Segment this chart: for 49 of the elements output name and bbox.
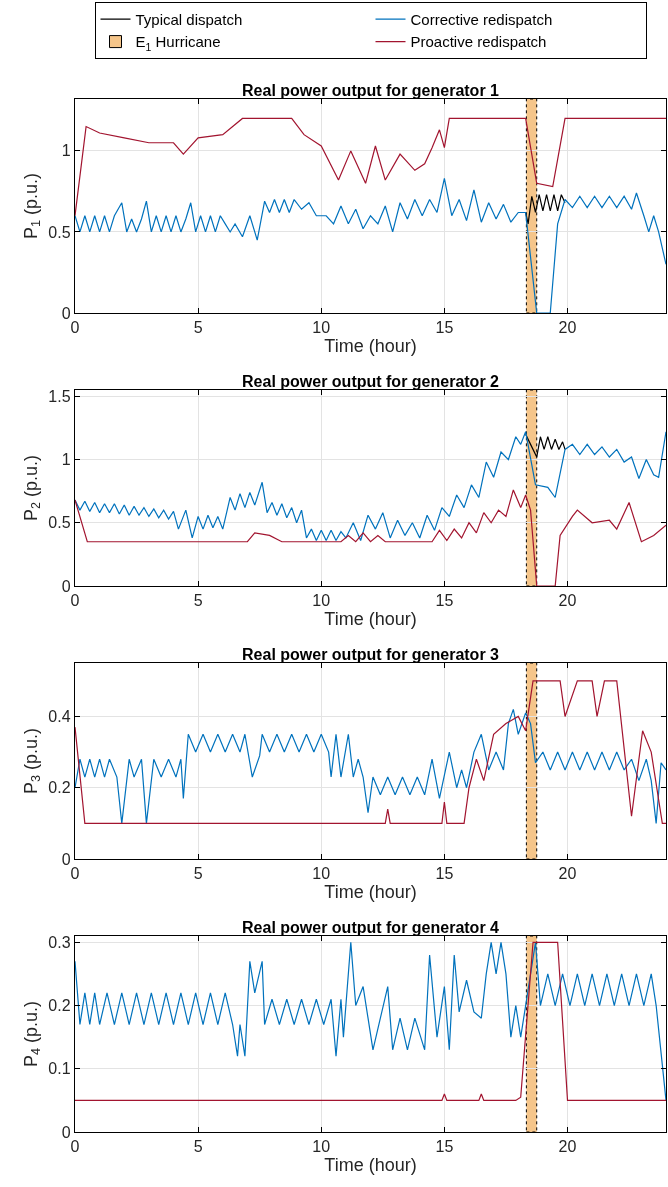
y-tick-label: 0 (61, 304, 71, 322)
y-tick-label: 0 (61, 850, 71, 868)
line-series (75, 177, 666, 313)
legend-label: E$_{1}$ Hurricane (135, 33, 221, 53)
y-tick-label: 1 (61, 451, 71, 469)
x-tick-label: 15 (435, 1138, 454, 1156)
chart-title: Real power output for generator 2 (242, 373, 500, 390)
y-tick-label: 0 (61, 1123, 71, 1141)
y-tick-label: 0.5 (48, 223, 71, 241)
x-tick-label: 10 (312, 865, 331, 883)
x-tick-label: 20 (558, 865, 577, 883)
y-tick-label: 0.3 (48, 933, 71, 951)
y-tick-label: 0.4 (48, 708, 71, 726)
y-tick-label: 0.2 (48, 997, 71, 1015)
x-axis-title: Time (hour) (324, 609, 417, 630)
x-tick-label: 10 (312, 1138, 331, 1156)
x-tick-label: 20 (558, 319, 577, 337)
chart-title: Real power output for generator 3 (242, 646, 500, 663)
x-tick-label: 15 (435, 592, 454, 610)
line-series (75, 431, 666, 542)
x-tick-label: 5 (193, 1138, 203, 1156)
x-tick-label: 5 (193, 319, 203, 337)
y-tick-label: 1 (61, 142, 71, 160)
x-axis-title: Time (hour) (324, 1155, 417, 1176)
y-tick-label: 0.2 (48, 779, 71, 797)
y-tick-label: 1.5 (48, 387, 71, 405)
x-tick-label: 15 (435, 865, 454, 883)
x-tick-label: 5 (193, 592, 203, 610)
x-tick-label: 15 (435, 319, 454, 337)
legend-label: Typical dispatch (135, 10, 243, 28)
x-axis-title: Time (hour) (324, 882, 417, 903)
y-tick-label: 0.5 (48, 514, 71, 532)
chart-title: Real power output for generator 4 (242, 919, 500, 936)
line-series (75, 708, 666, 824)
line-series (75, 941, 666, 1101)
x-tick-label: 5 (193, 865, 203, 883)
line-series (75, 489, 666, 586)
x-tick-label: 20 (558, 592, 577, 610)
x-tick-label: 10 (312, 319, 331, 337)
chart-title: Real power output for generator 1 (242, 82, 500, 99)
line-series (75, 680, 666, 824)
x-tick-label: 20 (558, 1138, 577, 1156)
legend-label: Proactive redispatch (410, 33, 547, 51)
legend-label: Corrective redispatch (410, 10, 553, 28)
y-tick-label: 0.1 (48, 1060, 71, 1078)
x-tick-label: 10 (312, 592, 331, 610)
line-series (75, 117, 666, 217)
x-axis-title: Time (hour) (324, 336, 417, 357)
y-tick-label: 0 (61, 577, 71, 595)
